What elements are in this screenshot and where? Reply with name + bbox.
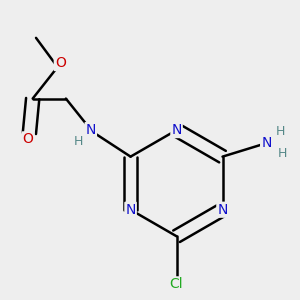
Text: N: N — [85, 123, 96, 137]
Text: N: N — [217, 203, 228, 217]
Text: Cl: Cl — [170, 278, 183, 291]
Text: O: O — [55, 56, 66, 70]
Text: H: H — [276, 125, 285, 138]
Text: H: H — [278, 147, 287, 160]
Text: N: N — [171, 123, 182, 137]
Text: N: N — [125, 203, 136, 217]
Text: O: O — [22, 132, 34, 146]
Text: N: N — [261, 136, 272, 150]
Text: H: H — [74, 134, 83, 148]
